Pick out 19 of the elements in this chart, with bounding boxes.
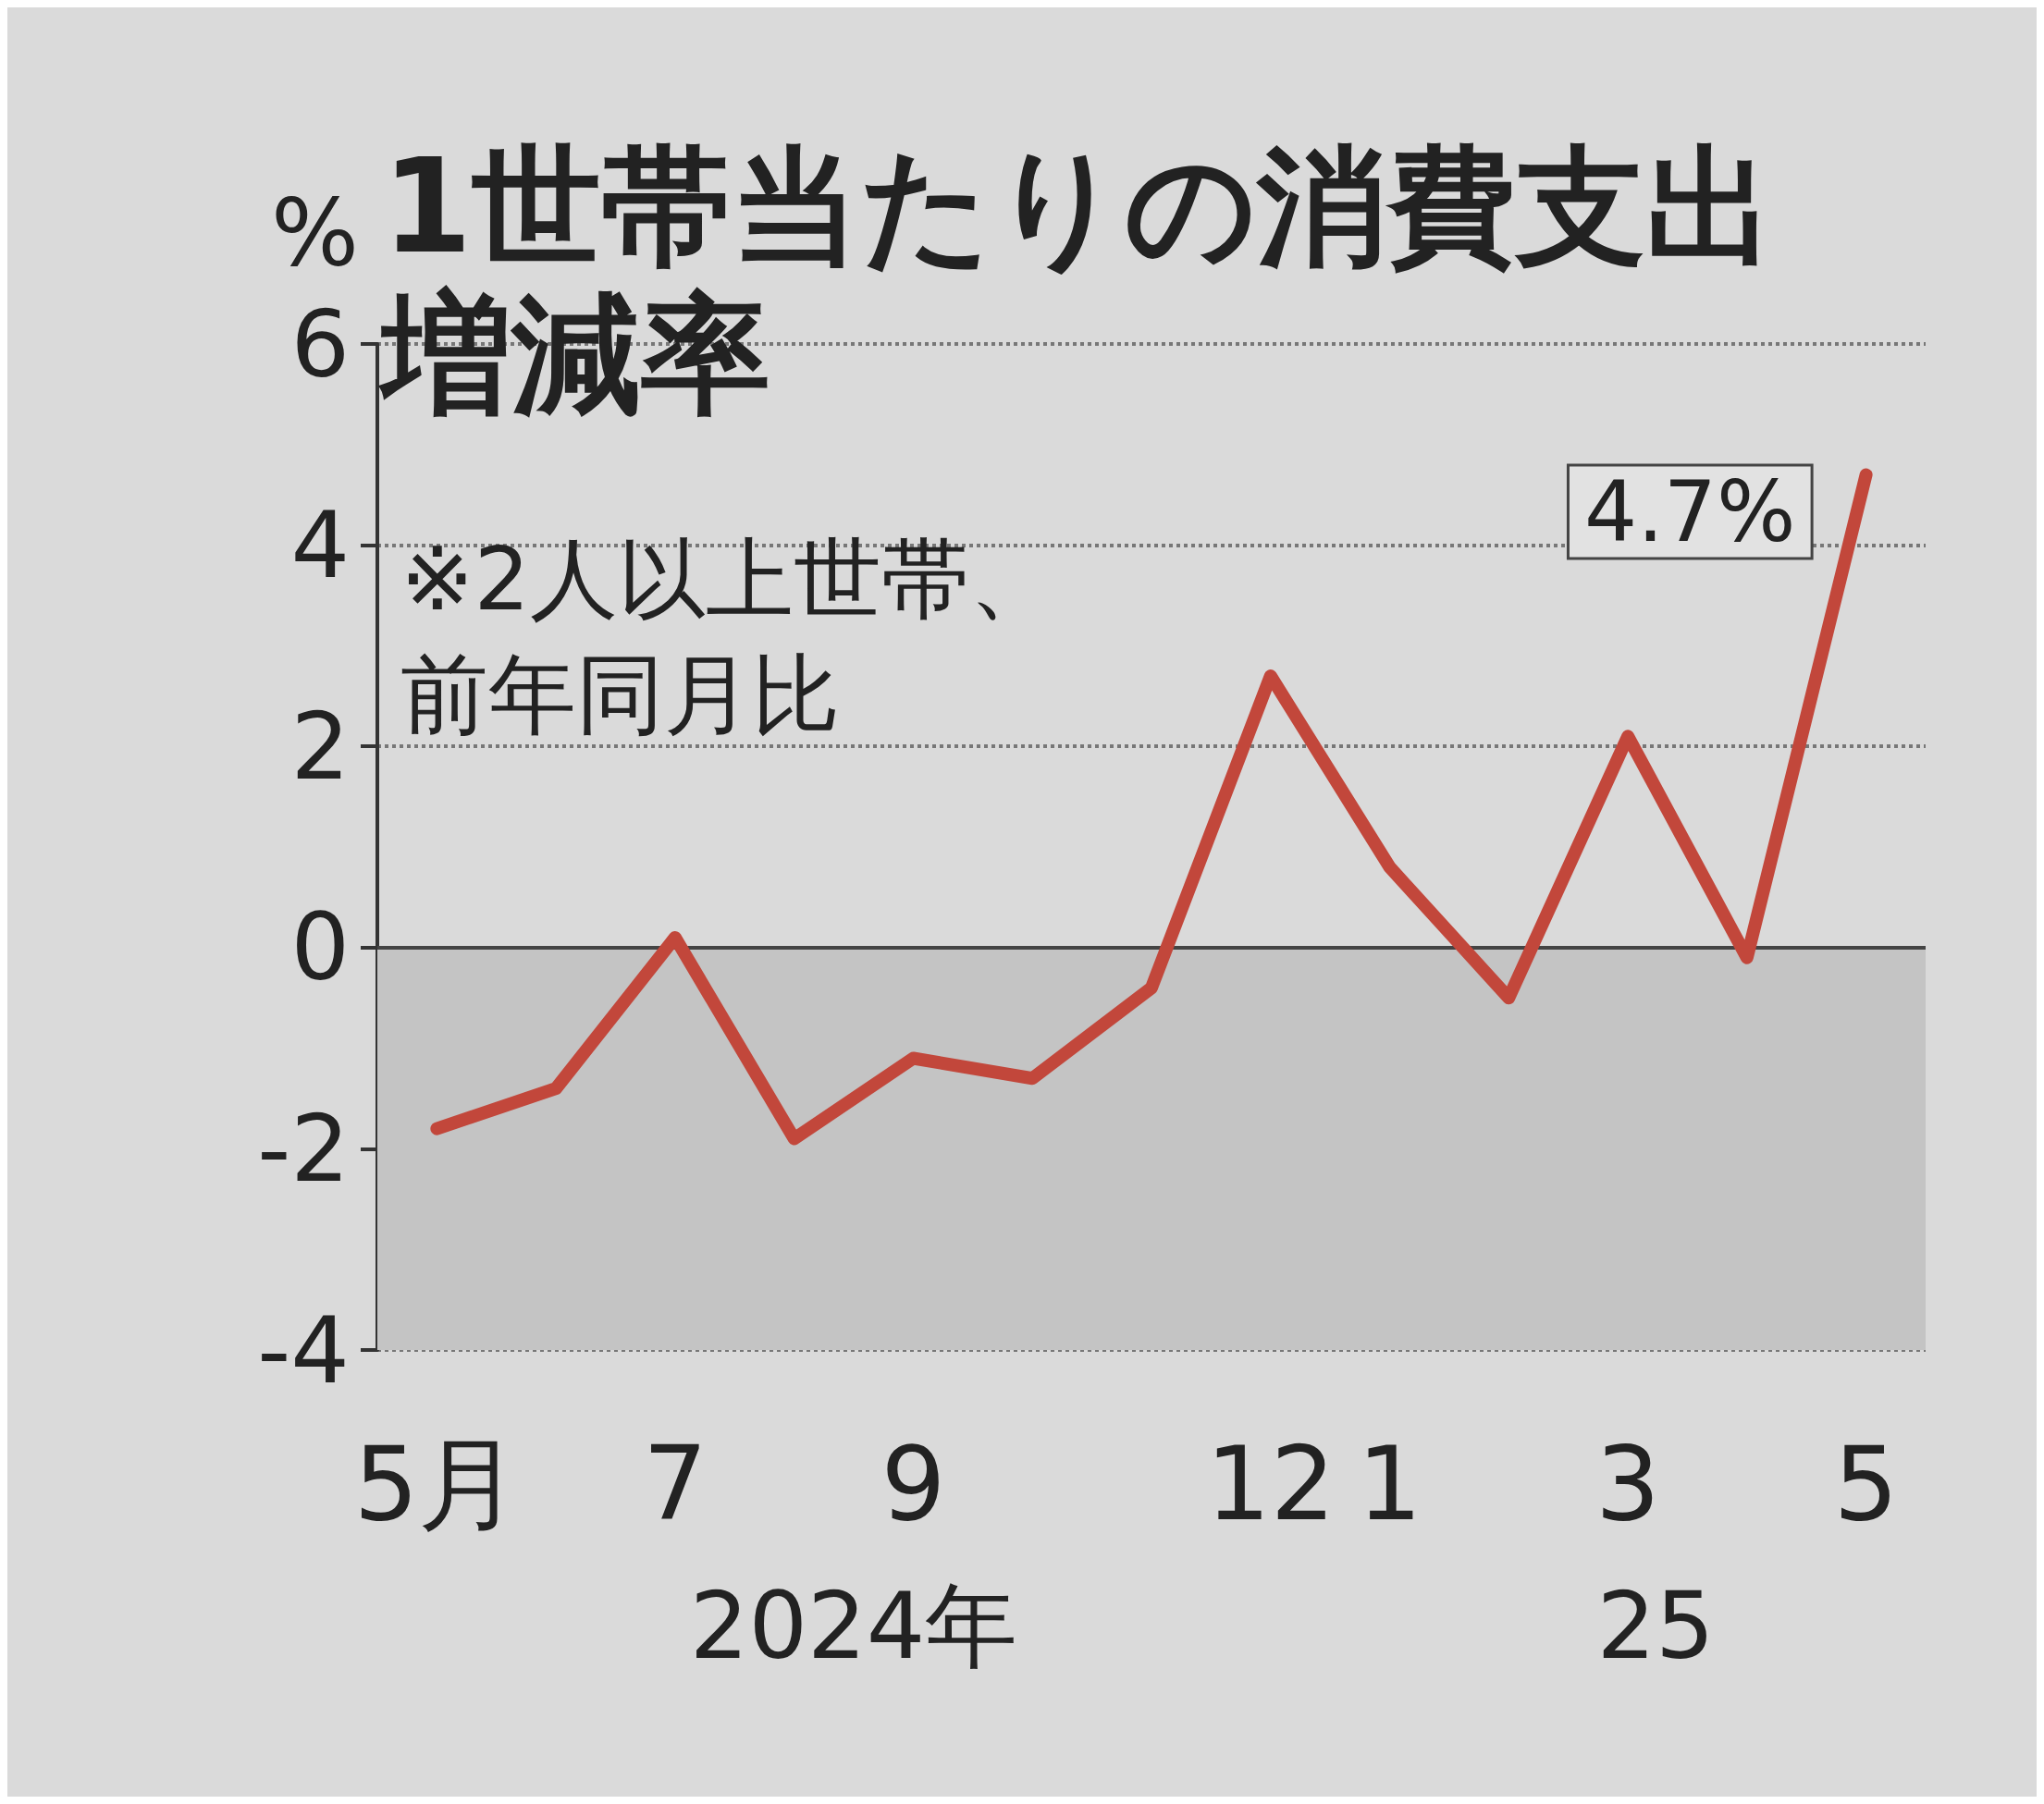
y-tick-label: 2 [290,692,350,801]
x-tick-label: 5月 [353,1425,521,1543]
y-axis-title: % [270,178,359,288]
y-tick-label: 4 [290,491,350,600]
text: 25 [1596,1571,1715,1680]
x-tick-label: 9 [880,1425,946,1543]
x-tick-label: 5 [1833,1425,1899,1543]
chart-title: 1世帯当たりの消費支出増減率 [377,130,1776,430]
x-tick-label: 1 [1357,1425,1422,1543]
data-label: 4.7% [1583,462,1796,560]
y-tick-label: 6 [290,289,350,399]
text: 2024年 [689,1571,1018,1680]
x-tick-label: 7 [642,1425,708,1543]
y-tick-label: -4 [257,1295,350,1405]
x-tick-label: 12 [1205,1425,1336,1543]
y-tick-label: -2 [257,1094,350,1203]
y-tick-label: 0 [290,893,350,1002]
annotation: ※2人以上世帯、前年同月比 [400,527,1058,745]
x-tick-label: 3 [1595,1425,1661,1543]
